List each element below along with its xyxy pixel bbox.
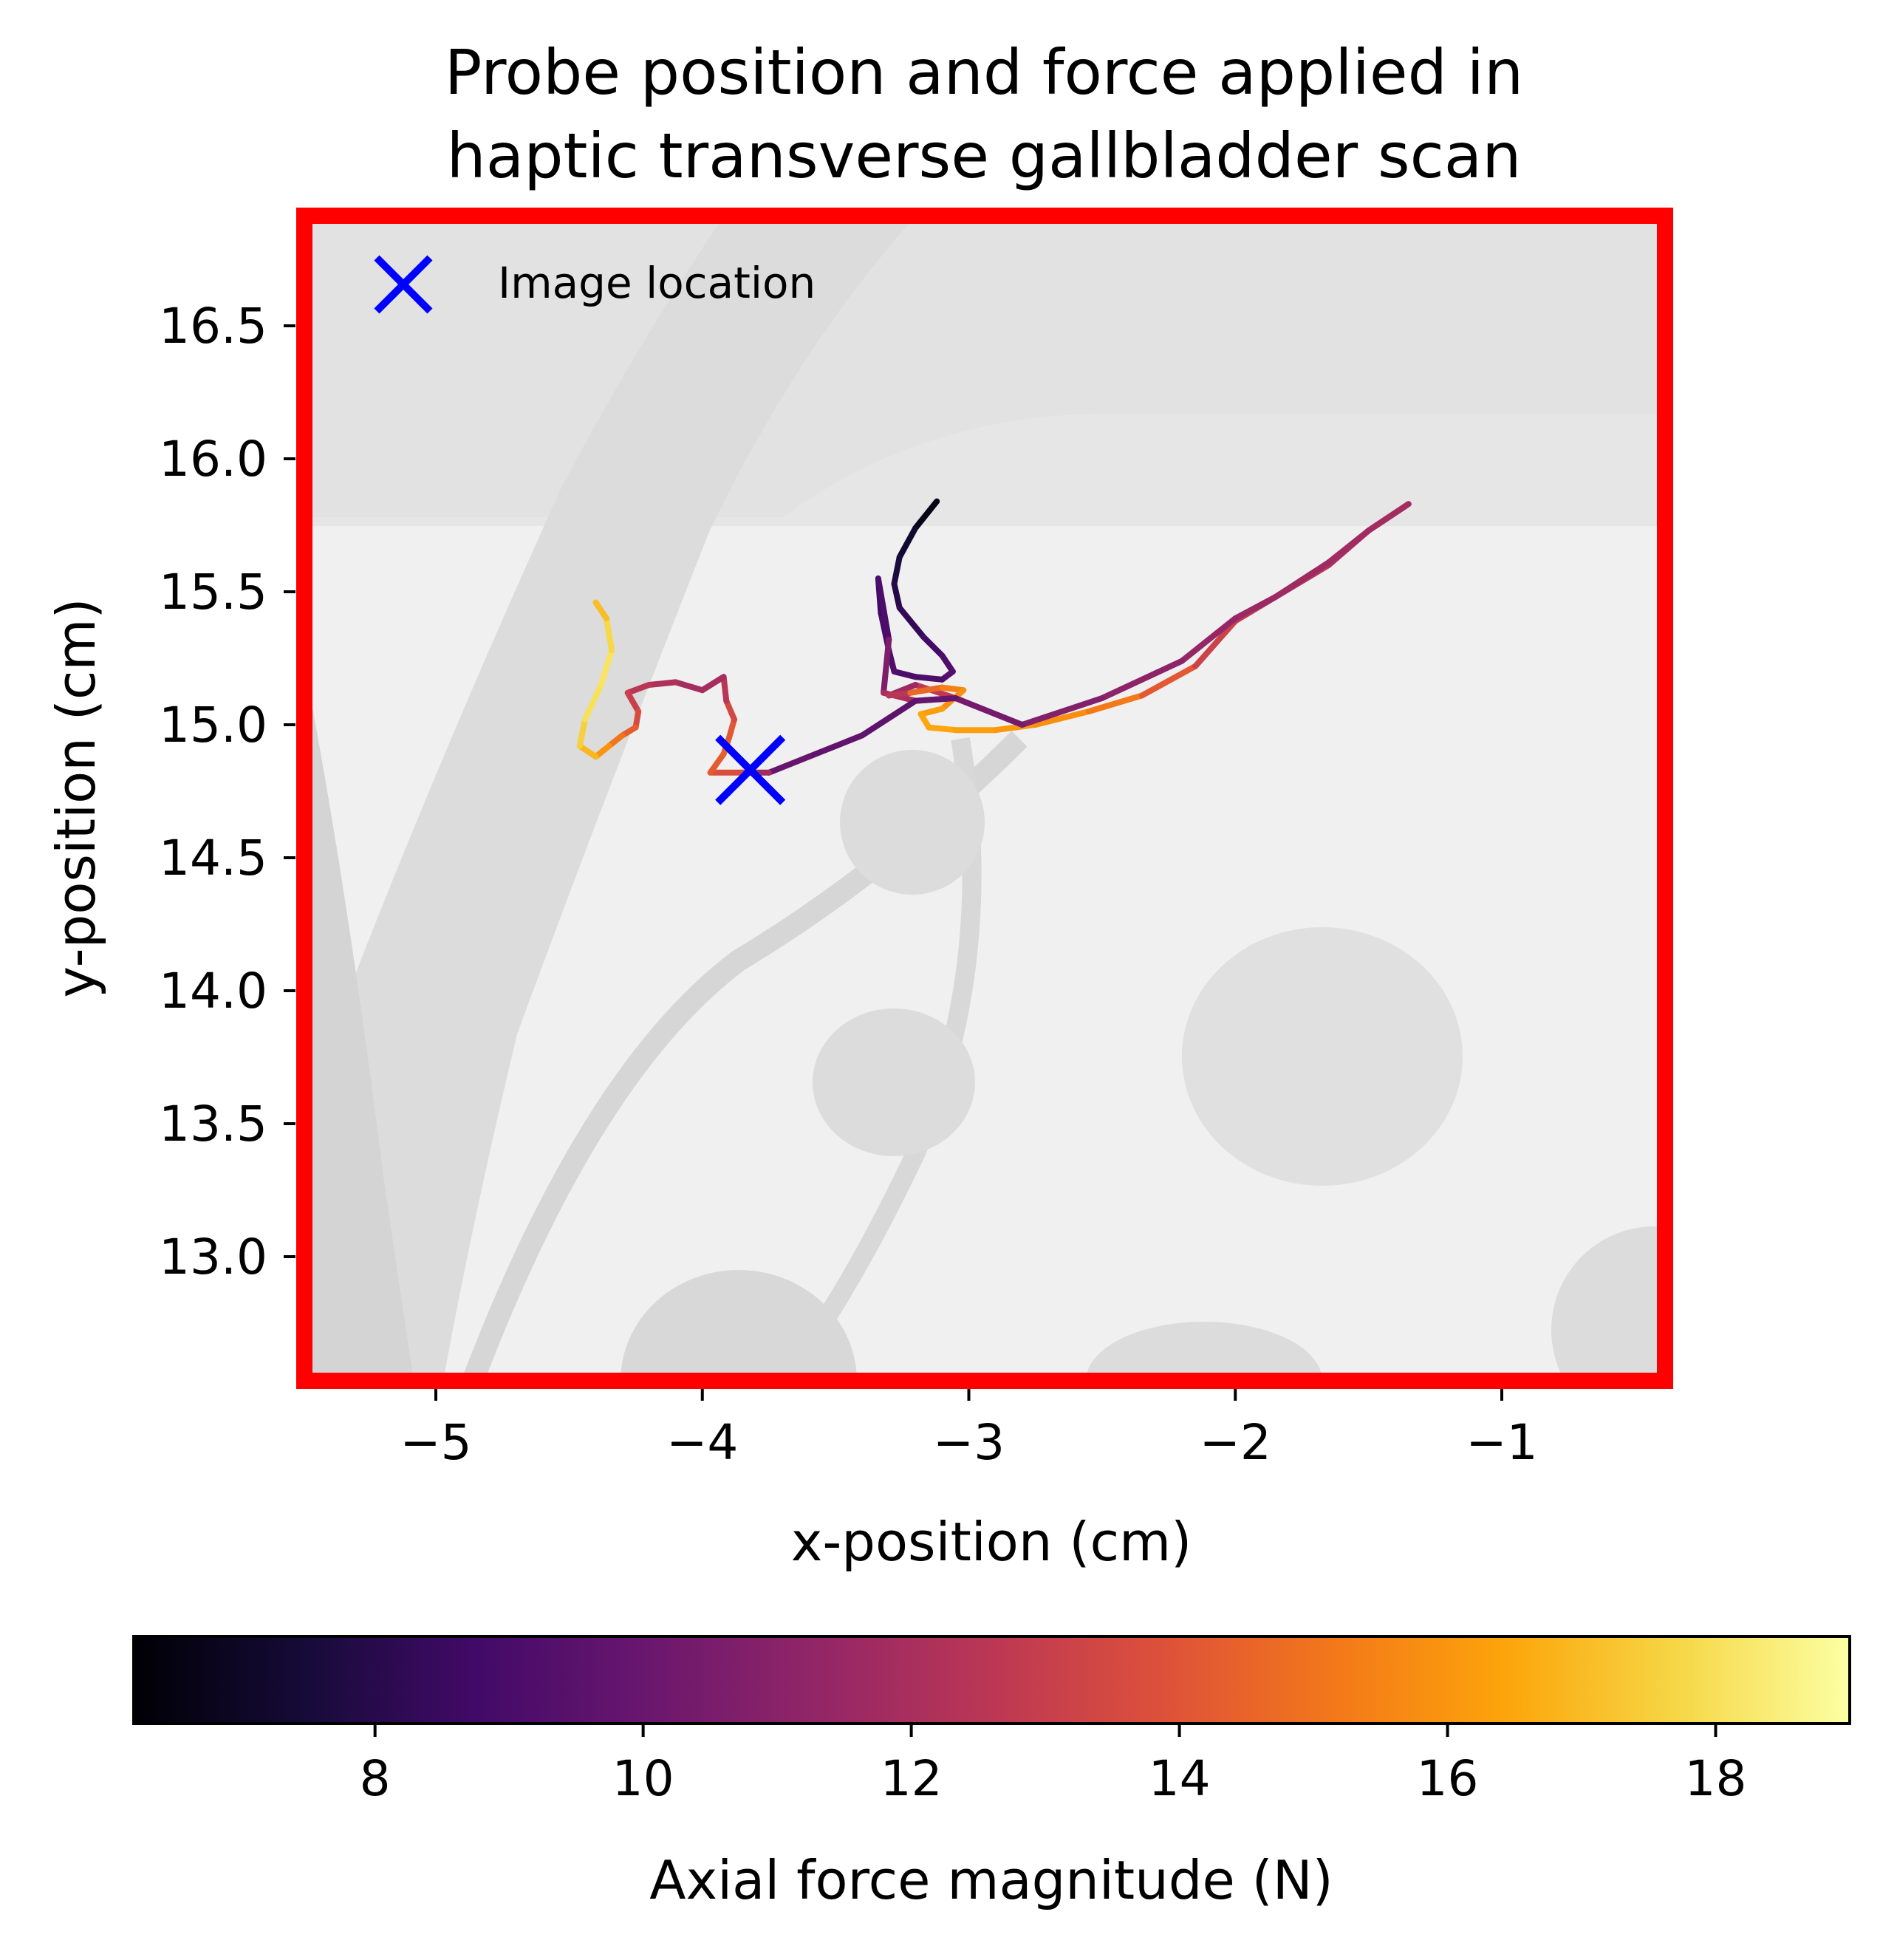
trajectory-segment <box>1272 559 1332 601</box>
trajectory-segment <box>1232 594 1279 621</box>
trajectory-segment <box>1179 615 1239 664</box>
x-axis-label: x-position (cm) <box>791 1511 1192 1573</box>
colorbar-tick-label: 16 <box>1417 1750 1479 1807</box>
trajectory-segment <box>707 751 727 776</box>
trajectory-segment <box>896 525 919 561</box>
trajectory-segment <box>576 742 599 760</box>
trajectory-segment <box>1365 501 1412 534</box>
trajectory-segment <box>896 604 927 641</box>
y-tick-label: 15.0 <box>159 697 267 754</box>
image-dark-blob-1 <box>840 750 985 895</box>
y-tick-label: 16.5 <box>159 298 267 355</box>
trajectory-segment <box>917 706 946 717</box>
trajectory-segment <box>1098 658 1186 701</box>
colorbar-tick-label: 10 <box>612 1750 674 1807</box>
trajectory-segment <box>891 554 903 587</box>
image-location-marker <box>715 734 786 805</box>
x-tick-label: −1 <box>1466 1414 1537 1471</box>
background-image <box>304 216 1665 1381</box>
image-diagonal-band <box>304 216 916 1381</box>
colorbar <box>132 1635 1851 1725</box>
trajectory-segment <box>912 498 940 531</box>
y-tick-label: 14.0 <box>159 963 267 1020</box>
trajectory-segment <box>582 682 604 723</box>
x-tick-label: −5 <box>400 1414 471 1471</box>
trajectory-segment <box>723 697 738 723</box>
y-axis-label: y-position (cm) <box>45 598 107 997</box>
y-tick-label: 13.0 <box>159 1229 267 1285</box>
trajectory-segment <box>859 697 919 739</box>
trajectory-segment <box>1192 618 1239 669</box>
chart-title-line-2: haptic transverse gallbladder scan <box>446 120 1521 192</box>
legend: Image location <box>374 255 816 314</box>
trajectory-segment <box>1138 663 1199 699</box>
trajectory-segment <box>907 684 946 696</box>
chart-title-line-1: Probe position and force applied in <box>445 36 1523 109</box>
y-axis: 13.0 13.5 14.0 14.5 15.0 15.5 16.0 16.5 <box>159 298 295 1285</box>
legend-marker-icon <box>374 255 433 314</box>
trajectory-segment <box>875 576 892 643</box>
x-tick-label: −2 <box>1200 1414 1271 1471</box>
probe-trajectory <box>576 498 1412 776</box>
trajectory-segment <box>576 716 589 749</box>
image-dark-blob-5 <box>1551 1226 1665 1381</box>
y-tick-label: 15.5 <box>159 564 267 621</box>
trajectory-segment <box>672 679 705 694</box>
trajectory-segment <box>720 674 730 704</box>
trajectory-segment <box>603 615 615 654</box>
colorbar-tick-label: 18 <box>1685 1750 1747 1807</box>
y-tick-label: 13.5 <box>159 1096 267 1153</box>
trajectory-segment <box>624 689 642 714</box>
image-dark-blob-4 <box>1086 1322 1322 1381</box>
colorbar-tick-label: 8 <box>360 1750 391 1807</box>
trajectory-segment <box>1325 527 1372 566</box>
trajectory-segment <box>891 581 903 611</box>
trajectory-segment <box>1019 695 1105 728</box>
trajectory-segment <box>939 652 956 675</box>
trajectory-segment <box>592 599 609 621</box>
trajectory-segment <box>920 634 946 659</box>
image-dark-blob-3 <box>1182 927 1463 1186</box>
trajectory-segment <box>598 647 615 688</box>
trajectory-segment <box>624 682 652 696</box>
legend-label: Image location <box>498 258 816 308</box>
x-tick-label: −3 <box>933 1414 1005 1471</box>
trajectory-segment <box>926 724 959 734</box>
image-location-marker-stroke <box>715 734 786 805</box>
trajectory-segment <box>1085 692 1145 714</box>
colorbar-axis: 8 10 12 14 16 18 <box>360 1725 1747 1807</box>
trajectory-segment <box>891 669 919 680</box>
image-left-edge-band <box>304 665 414 1381</box>
trajectory-segment <box>646 679 679 688</box>
trajectory-segment <box>806 732 866 760</box>
trajectory-segment <box>886 689 914 699</box>
trajectory-segment <box>725 716 738 741</box>
x-axis: −5 −4 −3 −2 −1 <box>400 1389 1538 1471</box>
image-dark-blob-2 <box>813 1008 975 1156</box>
x-tick-label: −4 <box>666 1414 738 1471</box>
colorbar-tick-label: 14 <box>1149 1750 1211 1807</box>
y-tick-label: 16.0 <box>159 431 267 488</box>
image-dark-blob-6 <box>621 1270 857 1381</box>
y-tick-label: 14.5 <box>159 830 267 887</box>
trajectory-segment <box>912 674 946 683</box>
plot-frame <box>296 208 1673 1389</box>
trajectory-segment <box>952 695 1025 728</box>
colorbar-label: Axial force magnitude (N) <box>649 1849 1333 1911</box>
trajectory-segment <box>912 695 959 704</box>
trajectory-segment <box>1032 708 1092 728</box>
colorbar-tick-label: 12 <box>881 1750 943 1807</box>
trajectory-segment <box>765 754 813 776</box>
trajectory-segment <box>881 636 892 696</box>
trajectory-segment <box>699 674 727 694</box>
